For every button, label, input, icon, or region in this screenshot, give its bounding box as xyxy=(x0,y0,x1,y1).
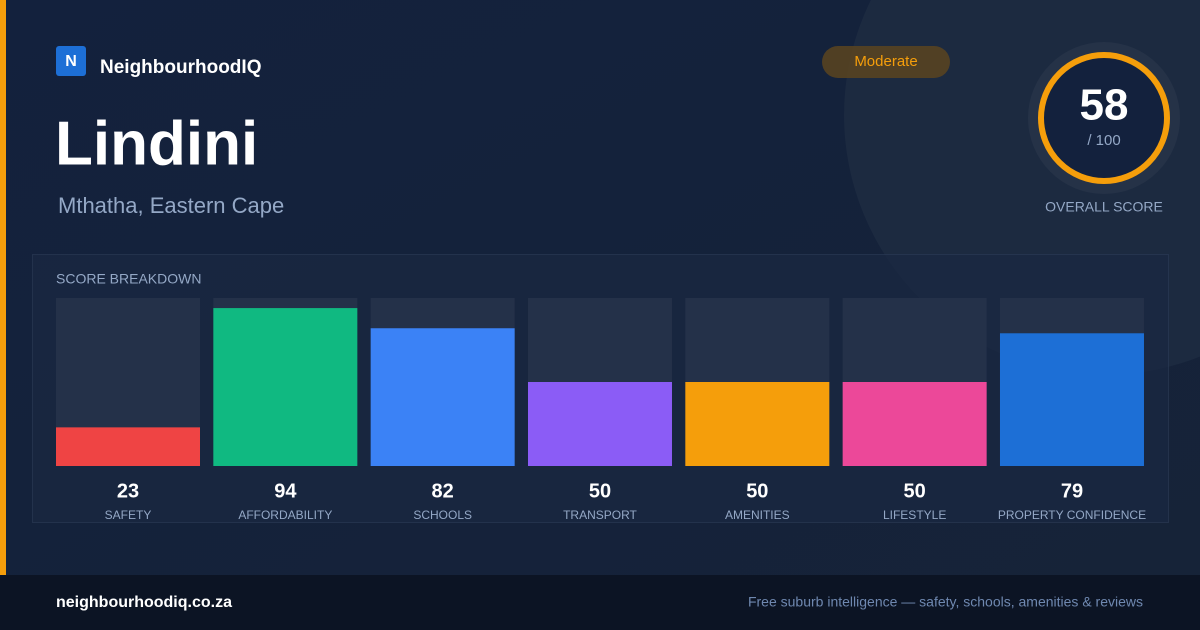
bar xyxy=(685,382,830,466)
bar-value: 79 xyxy=(1061,480,1083,502)
suburb-location: Mthatha, Eastern Cape xyxy=(58,193,284,218)
bar-category: AMENITIES xyxy=(725,508,790,522)
accent-stripe xyxy=(0,0,6,575)
bar-category: AFFORDABILITY xyxy=(238,508,332,522)
score-caption: OVERALL SCORE xyxy=(1045,199,1163,215)
bar xyxy=(527,382,672,466)
bar-chart: 23 SAFETY 94 AFFORDABILITY 82 SCHOOLS 50 TRANSP… xyxy=(56,298,1146,522)
brand-name: NeighbourhoodIQ xyxy=(100,57,261,78)
suburb-title: Lindini xyxy=(55,109,258,178)
bar-category: SAFETY xyxy=(105,508,152,522)
footer-bar xyxy=(0,575,1200,630)
bar-value: 23 xyxy=(117,480,139,502)
logo-letter: N xyxy=(65,53,77,70)
bar xyxy=(213,308,358,466)
bar xyxy=(999,333,1144,466)
score-max: / 100 xyxy=(1087,132,1120,149)
bar-value: 94 xyxy=(274,480,297,502)
bar-value: 50 xyxy=(904,480,926,502)
bar-category: SCHOOLS xyxy=(413,508,472,522)
bar xyxy=(842,382,987,466)
badge: Moderate xyxy=(854,53,917,70)
gauge-ring xyxy=(1038,52,1170,184)
bar xyxy=(56,427,200,466)
badge-bg xyxy=(822,46,950,78)
bar-category: TRANSPORT xyxy=(563,508,637,522)
bar xyxy=(370,328,515,466)
logo-box xyxy=(56,46,86,76)
bar-value: 82 xyxy=(432,480,454,502)
bar-value: 50 xyxy=(589,480,611,502)
bar-value: 50 xyxy=(746,480,768,502)
bar-category: PROPERTY CONFIDENCE xyxy=(998,508,1146,522)
footer-url: neighbourhoodiq.co.za xyxy=(56,594,232,611)
bar-category: LIFESTYLE xyxy=(883,508,946,522)
footer-tagline: Free suburb intelligence — safety, schoo… xyxy=(748,594,1143,610)
overall-score: 58 xyxy=(1080,81,1129,130)
breakdown-title: SCORE BREAKDOWN xyxy=(56,271,201,287)
